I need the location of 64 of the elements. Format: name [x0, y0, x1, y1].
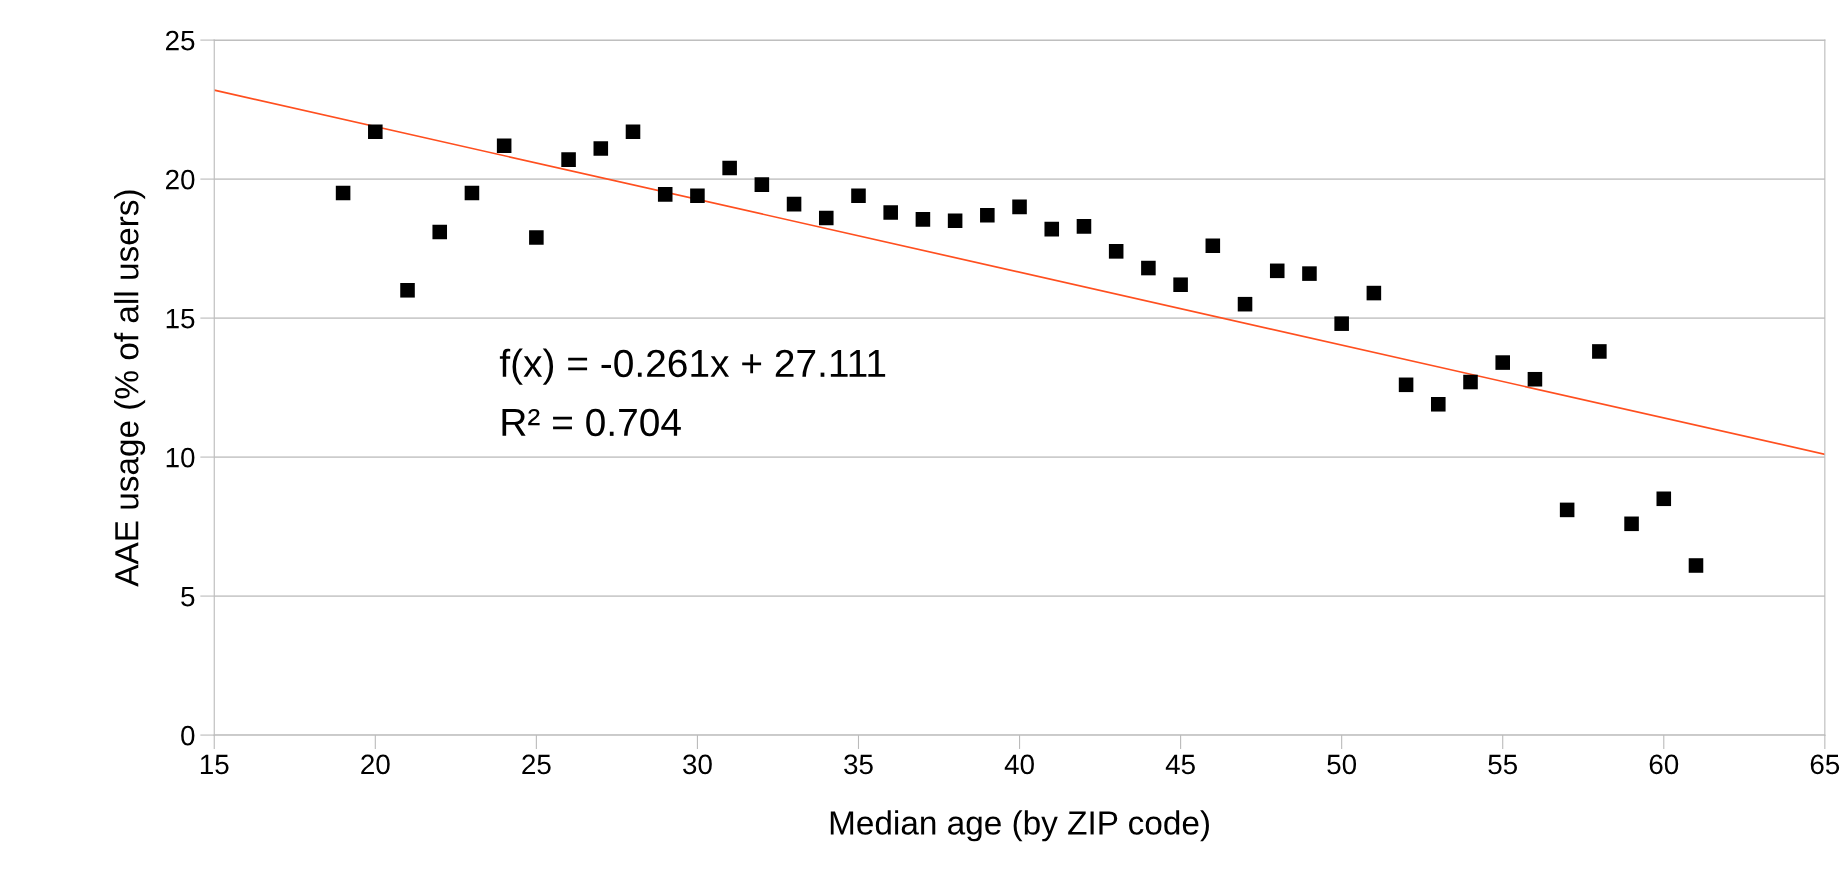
point [1527, 371, 1543, 387]
point [947, 213, 963, 229]
y-tick-label: 25 [166, 30, 195, 51]
point [690, 188, 705, 204]
point [529, 230, 544, 245]
point [1269, 263, 1285, 279]
x-tick-label: 20 [361, 754, 390, 775]
point [1076, 219, 1092, 234]
point [980, 207, 995, 223]
x-tick-label: 45 [1165, 754, 1195, 775]
point [1173, 277, 1188, 293]
x-tick-label: 25 [522, 754, 551, 775]
y-tick-label: 15 [166, 309, 195, 329]
point [657, 187, 673, 202]
point [1205, 238, 1221, 254]
point [786, 196, 802, 212]
y-axis-title: AAE usage (% of all users) [114, 190, 146, 587]
point [1624, 516, 1639, 532]
point [1463, 374, 1478, 390]
x-tick-label: 60 [1649, 754, 1679, 775]
x-axis-title: Median age (by ZIP code) [830, 810, 1209, 842]
point [1495, 355, 1511, 370]
point [625, 124, 641, 140]
point [1141, 260, 1156, 276]
point [496, 138, 512, 154]
point [400, 283, 415, 298]
y-tick-label: 20 [166, 169, 195, 190]
point [722, 160, 737, 176]
y-tick-label: 10 [166, 447, 195, 468]
point [1656, 491, 1672, 507]
point [1237, 296, 1253, 312]
point [1431, 396, 1446, 412]
point [754, 177, 770, 192]
point [1012, 199, 1027, 215]
point [1688, 558, 1704, 573]
x-tick-label: 40 [1004, 754, 1034, 775]
point [915, 212, 931, 227]
point [561, 152, 576, 167]
point [883, 205, 898, 220]
x-tick-label: 55 [1488, 754, 1517, 775]
point [1334, 316, 1349, 331]
point [1559, 502, 1575, 518]
annotation: f(x) = -0.261x + 27.111 [499, 348, 886, 385]
point [593, 141, 609, 156]
point [432, 224, 448, 240]
point [818, 210, 834, 226]
x-tick-label: 15 [200, 754, 229, 775]
point [1108, 244, 1124, 259]
y-tick-label: 0 [181, 725, 195, 746]
x-tick-label: 50 [1327, 754, 1357, 775]
x-tick-label: 30 [683, 754, 712, 775]
point [368, 124, 383, 140]
point [1398, 377, 1414, 393]
annotation: R² = 0.704 [502, 408, 681, 437]
x-tick-label: 35 [844, 754, 873, 775]
x-tick-label: 65 [1810, 754, 1840, 775]
point [1366, 285, 1382, 301]
point [1044, 221, 1060, 237]
y-tick-label: 5 [181, 587, 195, 607]
point [1302, 266, 1317, 281]
point [851, 188, 866, 204]
point [335, 185, 351, 201]
point [464, 185, 480, 201]
point [1592, 344, 1607, 359]
